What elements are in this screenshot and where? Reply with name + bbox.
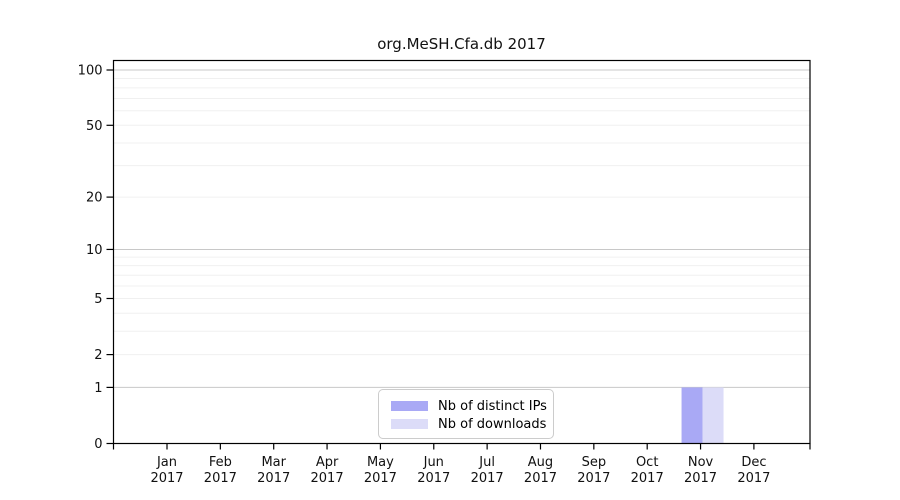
legend-item-downloads: Nb of downloads bbox=[391, 415, 553, 433]
x-tick-label-year: 2017 bbox=[364, 471, 397, 486]
y-tick-label: 20 bbox=[86, 191, 103, 206]
legend-label-distinct-ips: Nb of distinct IPs bbox=[438, 398, 547, 414]
x-tick-label-month: Apr bbox=[316, 455, 339, 470]
legend-label-downloads: Nb of downloads bbox=[438, 416, 547, 432]
y-tick-label: 50 bbox=[86, 119, 103, 134]
y-tick-label: 0 bbox=[94, 437, 102, 452]
x-tick-label-month: Jun bbox=[423, 455, 444, 470]
bar-nb-of-downloads bbox=[702, 387, 724, 444]
y-tick-label: 1 bbox=[94, 381, 102, 396]
x-tick-label-month: May bbox=[367, 455, 394, 470]
x-tick-label-year: 2017 bbox=[311, 471, 344, 486]
x-tick-label-year: 2017 bbox=[631, 471, 664, 486]
x-tick-label-year: 2017 bbox=[684, 471, 717, 486]
x-tick-label-month: Nov bbox=[688, 455, 714, 470]
axes-frame bbox=[112, 59, 811, 445]
bar-nb-of-distinct-ips bbox=[681, 387, 703, 444]
x-tick-label-month: Aug bbox=[528, 455, 553, 470]
x-tick-label-month: Oct bbox=[636, 455, 658, 470]
x-tick-label-month: Sep bbox=[582, 455, 607, 470]
x-tick-label-month: Mar bbox=[261, 455, 286, 470]
legend: Nb of distinct IPs Nb of downloads bbox=[378, 389, 554, 439]
x-tick-label-year: 2017 bbox=[524, 471, 557, 486]
y-tick-label: 10 bbox=[86, 243, 103, 258]
x-tick-label-month: Feb bbox=[209, 455, 232, 470]
y-tick-label: 5 bbox=[94, 292, 102, 307]
legend-swatch-downloads bbox=[391, 419, 428, 429]
chart-title: org.MeSH.Cfa.db 2017 bbox=[377, 35, 546, 53]
x-tick-label-month: Jan bbox=[156, 455, 177, 470]
y-tick-label: 2 bbox=[94, 348, 102, 363]
x-tick-label-year: 2017 bbox=[577, 471, 610, 486]
x-tick-label-year: 2017 bbox=[204, 471, 237, 486]
x-tick-label-month: Jul bbox=[478, 455, 495, 470]
x-tick-label-year: 2017 bbox=[417, 471, 450, 486]
x-tick-label-year: 2017 bbox=[737, 471, 770, 486]
x-tick-label-year: 2017 bbox=[257, 471, 290, 486]
legend-swatch-distinct-ips bbox=[391, 401, 428, 411]
legend-item-distinct-ips: Nb of distinct IPs bbox=[391, 397, 553, 415]
x-tick-label-year: 2017 bbox=[471, 471, 504, 486]
y-tick-label: 100 bbox=[78, 64, 103, 79]
x-tick-label-month: Dec bbox=[741, 455, 766, 470]
x-tick-label-year: 2017 bbox=[150, 471, 183, 486]
